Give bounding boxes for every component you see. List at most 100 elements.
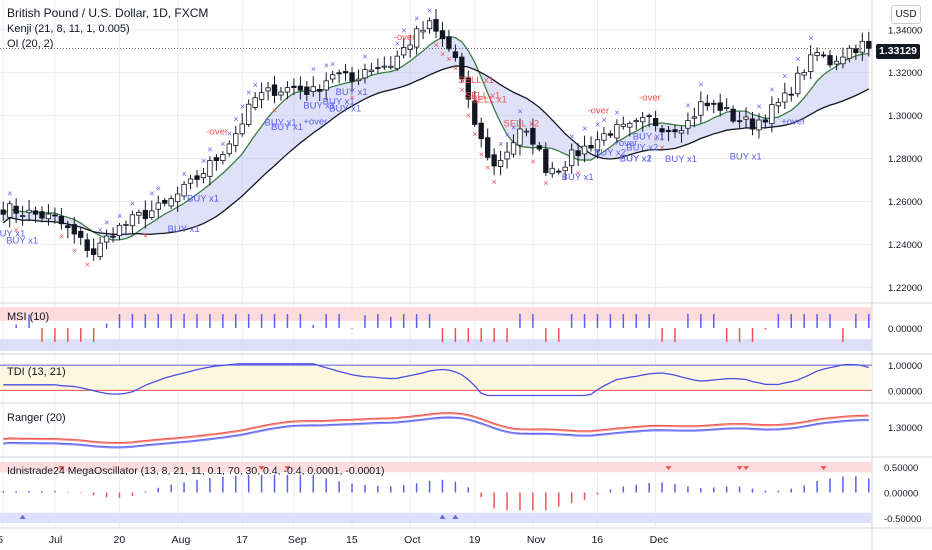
candle-body xyxy=(19,215,26,218)
candle-up xyxy=(620,116,626,130)
signal-up-mark: × xyxy=(595,119,600,129)
candle-body xyxy=(433,19,439,32)
candle-down xyxy=(90,238,97,261)
mega-buy-triangle xyxy=(452,514,459,519)
signal-up-mark: × xyxy=(207,144,212,154)
candle-body xyxy=(607,133,614,136)
candle-up xyxy=(581,135,588,163)
candle-body xyxy=(601,133,607,141)
indicator-kenji-label[interactable]: Kenji (21, 8, 11, 1, 0.005) xyxy=(7,23,130,35)
candle-body xyxy=(549,167,555,175)
candle-body xyxy=(711,102,717,105)
candle-body xyxy=(213,157,220,162)
candle-body xyxy=(355,78,362,82)
signal-up-mark: × xyxy=(756,101,761,111)
candle-body xyxy=(258,92,265,100)
candle-up xyxy=(562,161,568,180)
candle-body xyxy=(142,210,148,220)
candle-down xyxy=(556,168,562,175)
candle-body xyxy=(775,101,782,107)
tdi-pane-title[interactable]: TDI (13, 21) xyxy=(7,366,66,378)
candle-up xyxy=(426,17,433,34)
signal-annotation: BUY x1 xyxy=(620,153,652,164)
signal-up-mark: × xyxy=(104,217,109,227)
msi-overbought-zone xyxy=(0,307,872,321)
candle-body xyxy=(233,133,239,146)
signal-annotation: BUY x2 xyxy=(620,153,652,164)
candle-body xyxy=(497,160,504,167)
candle-body xyxy=(866,40,872,49)
candle-body xyxy=(691,116,698,119)
mega-overbought-zone xyxy=(0,462,872,473)
ranger-line xyxy=(3,417,869,449)
signal-annotation: +over xyxy=(781,117,805,128)
signal-up-mark: × xyxy=(233,114,238,124)
signal-annotation: BUY x1 xyxy=(271,122,303,133)
msi-pane-title[interactable]: MSI (10) xyxy=(7,311,50,323)
signal-annotation: BUY x1 xyxy=(303,101,335,112)
candle-body xyxy=(271,84,278,96)
mega-sell-triangle xyxy=(284,466,291,471)
signal-annotation: SELL x1 xyxy=(458,75,494,86)
candle-body xyxy=(646,115,652,117)
signal-down-mark: × xyxy=(543,178,548,188)
candle-body xyxy=(504,151,510,160)
kenji-slow-line xyxy=(2,65,870,235)
candle-down xyxy=(827,50,833,68)
candle-body xyxy=(659,128,665,133)
x-tick-label: 19 xyxy=(469,534,481,546)
candle-up xyxy=(7,200,13,228)
candle-body xyxy=(323,80,329,91)
signal-annotation: BUY x1 xyxy=(665,154,697,165)
candle-down xyxy=(162,197,168,207)
candle-down xyxy=(730,105,736,124)
signal-up-mark: × xyxy=(253,80,258,90)
candle-body xyxy=(633,120,639,123)
candle-body xyxy=(194,175,200,180)
candle-body xyxy=(368,69,375,73)
candle-body xyxy=(129,214,136,227)
signal-annotation: BUY x1 xyxy=(265,118,297,129)
candle-up xyxy=(640,111,646,132)
candle-body xyxy=(0,209,6,215)
candle-up xyxy=(627,121,633,137)
candle-down xyxy=(433,9,439,39)
candle-body xyxy=(13,205,19,214)
candle-up xyxy=(233,125,239,153)
candle-down xyxy=(439,21,446,47)
signal-up-mark: × xyxy=(505,130,510,140)
candle-up xyxy=(19,205,26,226)
signal-down-mark: × xyxy=(660,143,665,153)
signal-annotation: +over xyxy=(303,117,327,128)
signal-up-mark: × xyxy=(362,52,367,62)
candle-body xyxy=(756,119,762,131)
candle-body xyxy=(614,124,620,139)
ranger-pane-title[interactable]: Ranger (20) xyxy=(7,412,66,424)
candle-body xyxy=(588,145,594,149)
signal-down-mark: × xyxy=(492,177,497,187)
candle-up xyxy=(174,186,181,212)
candle-up xyxy=(394,50,400,71)
candle-down xyxy=(459,52,465,83)
candle-up xyxy=(155,195,161,218)
candle-up xyxy=(136,209,142,225)
signal-up-mark: × xyxy=(324,60,329,70)
signal-annotation: BUY x1 xyxy=(6,235,38,246)
candle-body xyxy=(556,170,562,173)
candle-down xyxy=(485,128,491,161)
candle-down xyxy=(704,94,710,111)
candle-body xyxy=(181,183,187,197)
signal-down-mark: × xyxy=(479,150,484,160)
candle-body xyxy=(336,72,342,75)
mega-oscillator-pane-title[interactable]: Idnistrade24 MegaOscillator (13, 8, 21, … xyxy=(7,465,385,477)
main-title: British Pound / U.S. Dollar, 1D, FXCM xyxy=(7,6,209,20)
candle-down xyxy=(478,117,484,148)
indicator-oi-label[interactable]: OI (20, 2) xyxy=(7,38,54,50)
candle-body xyxy=(730,108,736,122)
signal-up-mark: × xyxy=(240,101,245,111)
candle-up xyxy=(278,86,284,101)
y-tick-label: 1.22000 xyxy=(888,283,922,294)
signal-up-mark: × xyxy=(582,124,587,134)
currency-button[interactable]: USD xyxy=(891,5,921,24)
